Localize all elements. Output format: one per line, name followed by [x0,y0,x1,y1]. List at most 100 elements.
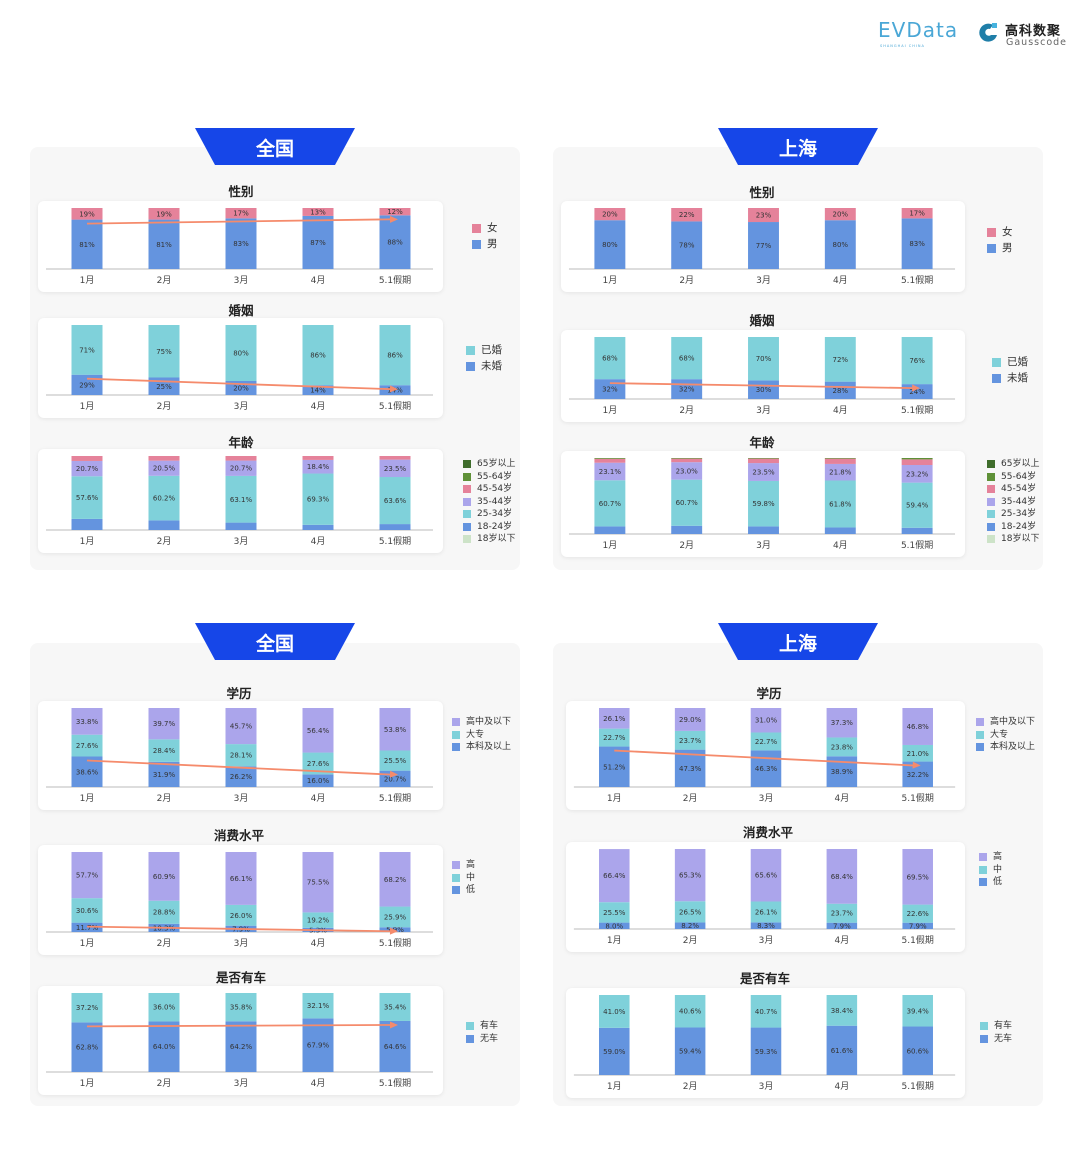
data-label: 20.7% [230,465,253,473]
x-tick-label: 5.1假期 [379,275,411,286]
bar-segment [71,476,103,519]
data-label: 61.6% [831,1047,854,1055]
legend-label: 未婚 [481,360,502,372]
data-label: 33.8% [76,718,99,726]
bar-segment [71,219,103,269]
data-label: 67.9% [307,1042,330,1050]
bar-segment [824,480,856,528]
data-label: 32.2% [907,771,930,779]
data-label: 36.0% [153,1004,176,1012]
x-tick-label: 1月 [80,275,95,286]
data-label: 59.8% [752,500,775,508]
bar-segment [594,462,626,481]
legend-item: 有车 [980,1020,1012,1033]
legend-swatch [987,535,995,544]
data-label: 62.8% [76,1044,99,1052]
bar-segment [148,219,180,269]
legend-swatch [452,873,460,882]
bar-segment [824,337,856,382]
data-label: 64.2% [230,1043,253,1051]
data-label: 25.5% [384,757,407,765]
bar-segment [599,922,630,929]
trend-arrow-head [912,761,921,769]
legend: 65岁以上 55-64岁 45-54岁 35-44岁 25-34岁 18-24岁 18岁以下 [463,458,515,546]
data-label: 75.5% [307,879,330,887]
bar-segment [750,849,782,902]
legend-item: 中 [452,872,475,885]
data-label: 27.6% [307,760,330,768]
x-tick-label: 1月 [603,405,618,416]
bar-segment [594,458,626,463]
ribbon-shanghai-bottom: 上海 [718,623,878,660]
chart-svg: 1月 2月 3月 4月 5.1假期 60.7% 23.1% 60.7% 23.0% 59.8% 23… [568,458,956,551]
data-label: 25.9% [384,913,407,921]
data-label: 19.2% [307,917,330,925]
bar-segment [148,761,180,787]
legend-label: 18岁以下 [1001,534,1040,544]
bar-segment [599,1027,630,1075]
bar-segment [225,218,257,269]
data-label: 39.4% [907,1007,930,1015]
legend-label: 55-64岁 [477,471,513,482]
bar-segment [750,732,782,751]
data-label: 65.6% [755,872,778,880]
bar-segment [674,708,706,731]
legend-swatch [463,522,471,531]
legend: 65岁以上 55-64岁 45-54岁 35-44岁 25-34岁 18-24岁 18岁以下 [987,458,1039,546]
legend-label: 高中及以下 [990,717,1036,727]
data-label: 47.3% [679,765,702,773]
trend-arrow [86,1024,393,1028]
legend-label: 65岁以上 [1001,459,1040,469]
data-label: 31.0% [755,717,778,725]
legend-label: 已婚 [1007,356,1028,368]
legend-label: 45-54岁 [477,484,513,494]
bar-segment [148,900,180,924]
legend-item: 高 [979,851,1002,864]
legend-swatch [466,1034,474,1043]
legend-label: 男 [1002,242,1013,254]
bar-segment [902,904,933,923]
data-label: 40.6% [679,1008,702,1016]
data-label: 61.8% [829,500,852,508]
legend-label: 低 [993,877,1003,887]
x-tick-label: 2月 [157,793,172,804]
bar-segment [302,459,334,474]
data-label: 57.6% [76,494,99,502]
data-label: 59.0% [603,1048,626,1056]
x-tick-label: 1月 [80,1078,95,1089]
ribbon-national-bottom: 全国 [195,623,355,660]
trend-arrow [614,749,915,767]
data-label: 14% [387,387,403,395]
legend-swatch [980,1022,988,1031]
data-label: 8.2% [681,922,699,930]
x-tick-label: 5.1假期 [379,401,411,412]
legend-swatch [466,345,475,355]
data-label: 69.3% [307,496,330,504]
bar-segment [599,728,630,747]
data-label: 28.8% [153,909,176,917]
legend: 高中及以下 大专 本科及以上 [976,716,1035,754]
chart-svg: 1月 2月 3月 4月 5.1假期 29% 71% 25% 75% 20% 80% 14% 86% 14%… [46,325,433,412]
data-label: 23.5% [752,469,775,477]
legend-item: 无车 [466,1033,498,1046]
ribbon-label: 上海 [778,633,817,655]
bar-segment [594,208,626,221]
chart-svg: 1月 2月 3月 4月 5.1假期 32% 68% 32% 68% 30% 70% 28% 72% 24%… [568,337,956,416]
trend-arrow-head [912,384,921,392]
bar-segment [748,208,779,223]
chart-svg: 1月 2月 3月 4月 5.1假期 57.6% 20.7% 60.2% 20.5% 63.1% 20… [46,456,433,547]
data-label: 64.0% [153,1043,176,1051]
data-label: 78% [679,242,695,250]
data-label: 23.0% [676,467,699,475]
legend-item: 25-34岁 [987,508,1039,521]
data-label: 60.9% [153,873,176,881]
bar-segment [824,220,856,269]
legend-label: 高 [466,860,476,870]
legend-label: 55-64岁 [1001,471,1037,482]
legend-item: 18-24岁 [987,521,1039,534]
bar-segment [379,927,411,932]
data-label: 51.2% [603,763,626,771]
data-label: 20% [233,385,249,393]
data-label: 28% [833,387,849,395]
